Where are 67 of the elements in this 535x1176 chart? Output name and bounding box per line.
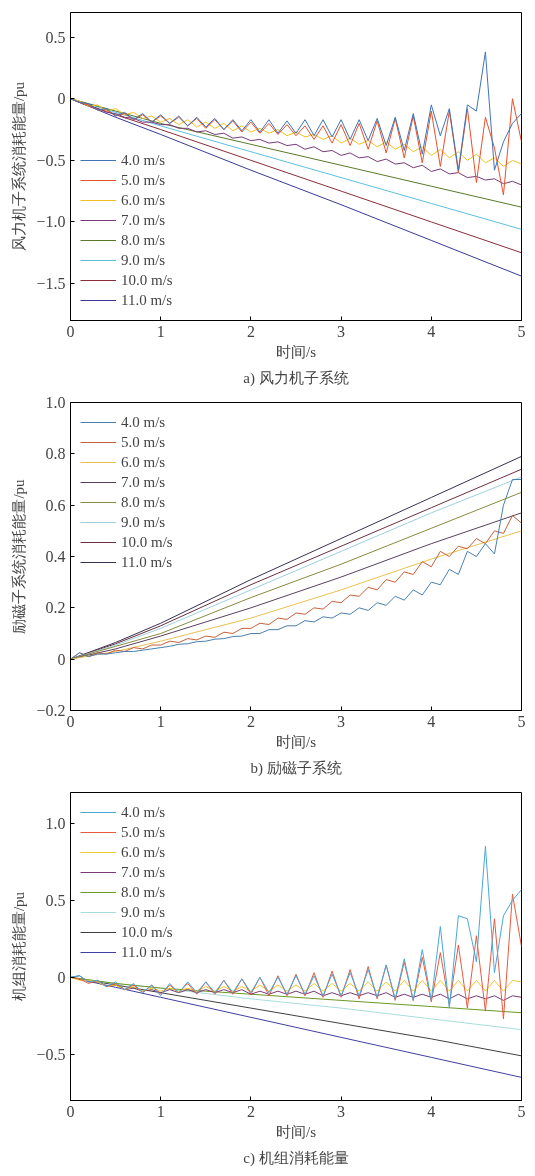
- x-axis-title: 时间/s: [276, 343, 317, 360]
- legend-label: 7.0 m/s: [121, 863, 166, 881]
- x-tick-label: 1: [156, 322, 165, 340]
- x-tick-label: 5: [517, 712, 526, 730]
- x-tick-label: 3: [337, 712, 346, 730]
- y-tick-label: 1.0: [45, 394, 66, 411]
- legend-label: 11.0 m/s: [121, 291, 173, 309]
- y-tick-label: 0.5: [45, 28, 66, 46]
- line-series: [70, 976, 522, 992]
- legend-label: 7.0 m/s: [121, 211, 166, 229]
- legend-label: 10.0 m/s: [121, 533, 173, 551]
- x-tick-label: 2: [246, 322, 255, 340]
- y-tick-label: −1.0: [36, 213, 66, 231]
- x-tick-label: 5: [517, 1102, 526, 1120]
- legend-label: 9.0 m/s: [121, 251, 166, 269]
- legend-label: 10.0 m/s: [121, 271, 173, 289]
- y-tick-label: 0: [57, 968, 66, 986]
- legend-label: 5.0 m/s: [121, 823, 166, 841]
- y-tick-label: −0.5: [36, 1045, 66, 1063]
- x-axis-title: 时间/s: [276, 1123, 317, 1140]
- y-tick-label: 0.6: [45, 496, 66, 514]
- y-tick-label: 1.0: [45, 814, 66, 832]
- legend-label: 5.0 m/s: [121, 433, 166, 451]
- y-tick-label: 0.2: [45, 599, 66, 617]
- legend-label: 9.0 m/s: [121, 513, 166, 531]
- legend-label: 8.0 m/s: [121, 231, 166, 249]
- y-tick-label: −1.5: [36, 275, 66, 293]
- y-tick-label: −0.2: [36, 702, 66, 719]
- y-tick-label: 0.8: [45, 445, 66, 463]
- legend-label: 10.0 m/s: [121, 923, 173, 941]
- legend-label: 11.0 m/s: [121, 943, 173, 961]
- x-tick-label: 4: [427, 712, 436, 730]
- legend-label: 6.0 m/s: [121, 453, 166, 471]
- x-tick-label: 1: [156, 1102, 165, 1120]
- x-tick-label: 4: [427, 1102, 436, 1120]
- y-tick-label: 0.5: [45, 891, 66, 909]
- x-tick-label: 3: [337, 322, 346, 340]
- y-tick-label: 0: [57, 90, 66, 108]
- legend-label: 4.0 m/s: [121, 413, 166, 431]
- y-tick-label: 0: [57, 650, 66, 668]
- text: b) 励磁子系统: [250, 759, 342, 777]
- y-axis-title: 机组消耗能量/pu: [11, 891, 28, 1002]
- x-tick-label: 5: [517, 322, 526, 340]
- y-axis-title: 风力机子系统消耗能量/pu: [11, 81, 28, 252]
- legend-label: 11.0 m/s: [121, 553, 173, 571]
- legend-label: 7.0 m/s: [121, 473, 166, 491]
- legend-label: 6.0 m/s: [121, 191, 166, 209]
- x-axis-title: 时间/s: [276, 733, 317, 750]
- legend-label: 5.0 m/s: [121, 171, 166, 189]
- y-axis-title: 励磁子系统消耗能量/pu: [11, 478, 28, 634]
- legend-label: 6.0 m/s: [121, 843, 166, 861]
- x-tick-label: 2: [246, 1102, 255, 1120]
- text: c) 机组消耗能量: [243, 1149, 349, 1167]
- y-tick-label: 0.4: [45, 548, 66, 565]
- legend-label: 8.0 m/s: [121, 883, 166, 901]
- legend-label: 4.0 m/s: [121, 803, 166, 821]
- line-series: [70, 845, 522, 1009]
- x-tick-label: 4: [427, 322, 436, 340]
- y-tick-label: −0.5: [36, 151, 66, 169]
- x-tick-label: 1: [156, 712, 165, 730]
- line-series: [70, 51, 522, 171]
- x-tick-label: 3: [337, 1102, 346, 1120]
- legend-label: 4.0 m/s: [121, 151, 166, 169]
- legend-label: 8.0 m/s: [121, 493, 166, 511]
- text: a) 风力机子系统: [243, 369, 349, 387]
- x-tick-label: 2: [246, 712, 255, 730]
- legend-label: 9.0 m/s: [121, 903, 166, 921]
